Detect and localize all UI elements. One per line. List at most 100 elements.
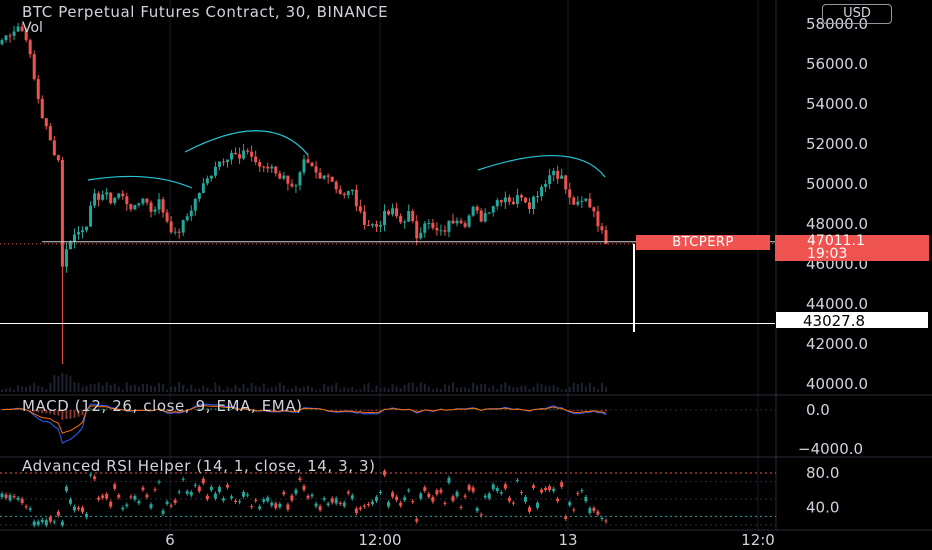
rsi-candle-body — [314, 503, 318, 507]
volume-bar — [383, 387, 386, 392]
candle-body — [592, 207, 596, 212]
volume-bar — [89, 384, 92, 392]
macd-histogram-bar — [174, 409, 177, 411]
volume-bar — [584, 386, 587, 392]
bar-countdown: 19:03 — [807, 246, 848, 262]
rsi-candle-body — [383, 471, 387, 476]
candle-body — [568, 189, 572, 198]
macd-histogram-bar — [568, 409, 571, 411]
candle-body — [44, 118, 48, 127]
volume-bar — [218, 385, 221, 392]
candle-body — [419, 232, 423, 239]
currency-button[interactable]: USD — [822, 4, 892, 24]
candle-body — [552, 170, 556, 176]
volume-bar — [105, 382, 108, 392]
rsi-candle-body — [77, 507, 81, 510]
rsi-candle-body — [379, 491, 383, 493]
last-price-tag: 47011.1 19:03 — [775, 234, 929, 262]
rsi-candle-body — [527, 507, 531, 512]
volume-bar — [33, 382, 36, 392]
rsi-candle-body — [483, 495, 487, 498]
candle-body — [193, 198, 197, 211]
candle-body — [109, 192, 113, 204]
macd-histogram-bar — [101, 408, 104, 410]
macd-histogram-bar — [359, 409, 362, 411]
volume-bar — [516, 387, 519, 392]
volume-bar — [53, 374, 56, 392]
volume-bar — [61, 372, 64, 392]
volume-bar — [596, 389, 599, 392]
rsi-candle-body — [495, 488, 499, 492]
time-axis-label: 12:00 — [358, 531, 401, 549]
candle-body — [234, 152, 238, 155]
candle-body — [290, 183, 294, 187]
rsi-candle-body — [177, 491, 181, 493]
candle-body — [4, 35, 8, 41]
volume-bar — [556, 386, 559, 392]
candle-body — [588, 198, 592, 208]
macd-histogram-bar — [552, 408, 555, 410]
macd-histogram-bar — [37, 409, 40, 413]
volume-bar — [234, 384, 237, 392]
rsi-candle-body — [350, 495, 354, 499]
volume-bar — [230, 388, 233, 392]
rsi-candle-body — [225, 484, 229, 488]
rsi-title[interactable]: Advanced RSI Helper (14, 1, close, 14, 3… — [22, 457, 376, 475]
candle-body — [97, 193, 101, 200]
rsi-candle-body — [89, 474, 93, 476]
volume-bar — [25, 386, 28, 392]
volume-bar — [552, 385, 555, 392]
rsi-candle-body — [487, 493, 491, 499]
macd-histogram-bar — [93, 408, 96, 410]
candle-body — [580, 200, 584, 202]
horizontal-line-price-tag[interactable]: 43027.8 — [775, 311, 929, 330]
candle-body — [294, 185, 298, 187]
candle-body — [507, 197, 511, 202]
rsi-candle-body — [60, 521, 64, 526]
candle-body — [604, 230, 608, 244]
volume-bar — [484, 384, 487, 392]
rsi-candle-body — [197, 486, 201, 492]
candle-body — [342, 193, 346, 196]
rsi-candle-body — [491, 484, 495, 490]
candle-body — [81, 230, 85, 233]
rsi-candle-body — [387, 501, 391, 507]
rsi-candle-body — [290, 495, 294, 501]
macd-title[interactable]: MACD (12, 26, close, 9, EMA, EMA) — [22, 397, 303, 415]
candle-body — [157, 199, 161, 210]
volume-bar — [45, 389, 48, 392]
rsi-candle-body — [592, 507, 596, 512]
macd-histogram-bar — [415, 409, 418, 411]
volume-bars — [1, 372, 607, 392]
rsi-candle-body — [4, 494, 8, 498]
candle-body — [278, 173, 282, 179]
volume-bar — [431, 389, 434, 392]
price-axis-label: 58000.0 — [806, 15, 868, 33]
volume-bar — [435, 388, 438, 392]
candle-body — [177, 231, 181, 233]
volume-bar — [154, 386, 157, 392]
volume-bar — [315, 389, 318, 392]
volume-bar — [504, 382, 507, 392]
volume-bar — [49, 382, 52, 392]
macd-histogram-bar — [234, 409, 237, 410]
rsi-candle-body — [149, 504, 153, 509]
volume-bar — [270, 387, 273, 392]
candle-body — [181, 220, 185, 233]
volume-bar — [395, 386, 398, 392]
rsi-candle-body — [0, 493, 4, 498]
macd-histogram-bar — [97, 408, 100, 410]
candle-body — [411, 211, 415, 222]
volume-bar — [415, 386, 418, 392]
volume-bar — [532, 386, 535, 392]
volume-bar — [508, 385, 511, 392]
rsi-candle-body — [475, 508, 479, 512]
candle-body — [455, 220, 459, 224]
volume-bar — [347, 388, 350, 392]
volume-bar — [303, 386, 305, 392]
volume-bar — [9, 387, 12, 392]
candle-body — [479, 210, 483, 222]
rsi-candle-body — [302, 485, 306, 490]
rsi-candle-body — [471, 487, 475, 492]
